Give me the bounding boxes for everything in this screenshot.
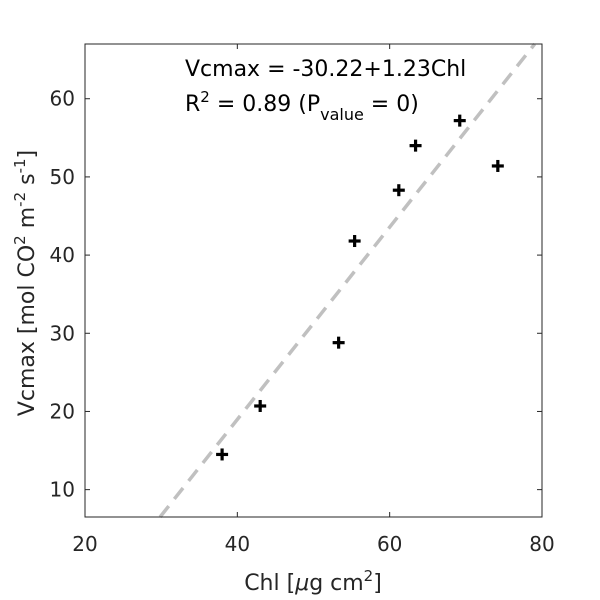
plot-frame [84,43,543,518]
data-point [216,448,229,461]
y-axis-label-mid2: s [15,173,40,191]
x-tick-label: 60 [377,532,402,556]
y-axis-label-sup3: -1 [11,158,29,173]
y-axis-label-close: ] [15,150,40,159]
data-point [409,139,422,152]
x-axis-label-sup: 2 [364,567,374,585]
data-point [254,399,267,412]
fit-line [158,42,537,519]
data-point [392,184,405,197]
fit-line-layer [158,42,537,519]
x-axis-label-rest: g cm [309,571,363,596]
annotation-r2-post: = 0) [364,92,419,117]
y-tick-label: 50 [50,165,75,189]
y-tick-label: 60 [50,87,75,111]
x-axis-label-close: ] [373,571,382,596]
annotation-r2-r: R [185,92,200,117]
x-axis-label-mu: μ [294,571,309,596]
x-tick-label: 40 [225,532,250,556]
y-axis-label-start: Vcmax [mol CO [15,245,40,416]
marker-layer [216,114,504,461]
data-point [491,159,504,172]
x-axis-label: Chl [μg cm2] [244,567,382,596]
x-axis-label-start: Chl [ [244,571,295,596]
annotation-r2-sup: 2 [200,88,210,106]
y-tick-label: 10 [50,478,75,502]
y-axis-label-sup2: -2 [11,192,29,207]
plot-background [85,44,542,517]
y-tick-label: 40 [50,243,75,267]
y-axis-label-mid: m [15,207,40,235]
tick-layer: 20 40 60 80 10 20 30 40 50 60 [50,44,555,556]
data-point [332,336,345,349]
annotation-r2: R2 = 0.89 (Pvalue = 0) [185,88,419,124]
annotation-r2-mid: = 0.89 (P [210,92,320,117]
data-point [453,114,466,127]
annotation-equation: Vcmax = -30.22+1.23Chl [185,57,466,82]
annotation-pvalue-sub: value [320,105,364,124]
y-tick-label: 20 [50,399,75,423]
y-tick-label: 30 [50,321,75,345]
y-axis-label-sup1: 2 [11,235,29,245]
data-point [348,235,361,248]
x-tick-label: 20 [72,532,97,556]
y-axis-label: Vcmax [mol CO2 m-2 s-1] [11,150,40,416]
x-tick-label: 80 [529,532,554,556]
